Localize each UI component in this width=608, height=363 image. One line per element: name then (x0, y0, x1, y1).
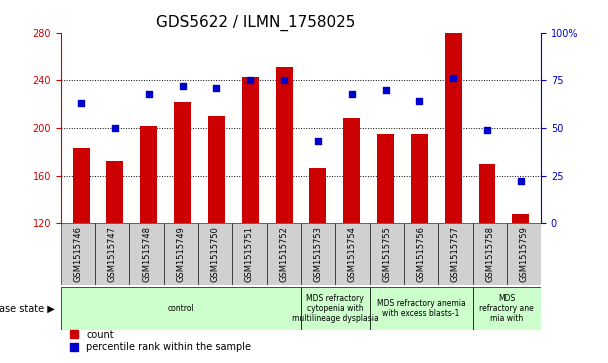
Text: MDS refractory
cytopenia with
multilineage dysplasia: MDS refractory cytopenia with multilinea… (292, 294, 379, 323)
Text: MDS refractory anemia
with excess blasts-1: MDS refractory anemia with excess blasts… (377, 299, 465, 318)
Bar (198, 223, 232, 285)
Bar (438, 223, 472, 285)
Bar (335, 223, 370, 285)
Bar (61, 287, 301, 330)
Bar (164, 223, 198, 285)
Bar (140, 126, 157, 363)
Bar (61, 223, 95, 285)
Bar (472, 223, 507, 285)
Bar (513, 214, 530, 363)
Text: GSM1515754: GSM1515754 (348, 226, 357, 282)
Bar (106, 161, 123, 363)
Point (110, 125, 120, 131)
Bar (275, 67, 292, 363)
Text: GSM1515752: GSM1515752 (279, 226, 288, 282)
Bar (267, 223, 301, 285)
Bar (370, 287, 472, 330)
Text: GSM1515746: GSM1515746 (74, 226, 83, 282)
Bar (301, 223, 335, 285)
Text: control: control (168, 304, 194, 313)
Text: GSM1515751: GSM1515751 (245, 226, 254, 282)
Bar (472, 287, 541, 330)
Point (144, 91, 154, 97)
Text: GSM1515750: GSM1515750 (211, 226, 219, 282)
Text: GSM1515758: GSM1515758 (485, 226, 494, 282)
Text: MDS
refractory ane
mia with: MDS refractory ane mia with (480, 294, 534, 323)
Text: GSM1515757: GSM1515757 (451, 226, 460, 282)
Text: GSM1515753: GSM1515753 (314, 226, 323, 282)
Bar (301, 287, 370, 330)
Bar (72, 148, 89, 363)
Point (347, 91, 356, 97)
Bar (370, 223, 404, 285)
Point (448, 76, 458, 81)
Point (212, 85, 221, 91)
Text: GSM1515749: GSM1515749 (176, 226, 185, 282)
Bar (208, 116, 225, 363)
Bar (95, 223, 130, 285)
Legend: count, percentile rank within the sample: count, percentile rank within the sample (66, 326, 255, 356)
Point (279, 77, 289, 83)
Point (178, 83, 187, 89)
Bar (507, 223, 541, 285)
Point (76, 100, 86, 106)
Bar (444, 33, 461, 363)
Point (415, 98, 424, 104)
Bar (478, 164, 496, 363)
Point (246, 77, 255, 83)
Bar (130, 223, 164, 285)
Bar (242, 77, 258, 363)
Bar (344, 118, 360, 363)
Bar (411, 134, 428, 363)
Bar (309, 168, 326, 363)
Text: GSM1515759: GSM1515759 (519, 226, 528, 282)
Point (313, 138, 323, 144)
Text: GSM1515755: GSM1515755 (382, 226, 391, 282)
Text: GSM1515747: GSM1515747 (108, 226, 117, 282)
Text: disease state ▶: disease state ▶ (0, 303, 55, 314)
Text: GSM1515756: GSM1515756 (416, 226, 426, 282)
Point (381, 87, 390, 93)
Text: GSM1515748: GSM1515748 (142, 226, 151, 282)
Bar (174, 102, 191, 363)
Bar (232, 223, 267, 285)
Text: GDS5622 / ILMN_1758025: GDS5622 / ILMN_1758025 (156, 15, 355, 31)
Bar (377, 134, 394, 363)
Bar (404, 223, 438, 285)
Point (516, 178, 526, 184)
Point (482, 127, 492, 133)
